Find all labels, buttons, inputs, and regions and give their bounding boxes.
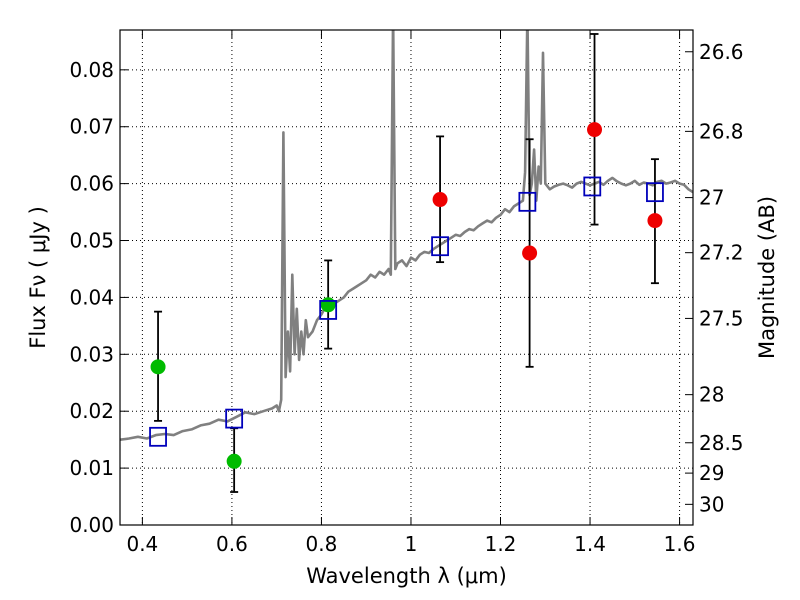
y2-tick-label: 28 — [699, 383, 724, 407]
x-tick-label: 1 — [405, 532, 418, 556]
y2-tick-label: 29 — [699, 461, 724, 485]
plot-area — [120, 30, 693, 493]
x-tick-label: 1.4 — [574, 532, 606, 556]
bandpass-square-marker — [583, 176, 602, 197]
red-data-point — [432, 192, 448, 208]
bandpass-square-marker — [225, 408, 244, 429]
y2-tick-label: 26.6 — [699, 40, 744, 64]
x-tick-label: 0.6 — [216, 532, 248, 556]
y-axis-label: Flux Fν ( μJy ) — [26, 206, 50, 349]
y2-tick-label: 28.5 — [699, 431, 744, 455]
bandpass-square-marker — [518, 191, 537, 212]
y-tick-label: 0.08 — [69, 58, 114, 82]
grid — [120, 30, 693, 526]
bandpass-square-marker — [149, 426, 167, 447]
red-data-point — [522, 245, 538, 261]
y2-tick-label: 27.2 — [699, 241, 744, 265]
plot-frame — [119, 29, 694, 526]
model-spectrum-line — [120, 30, 693, 441]
x-tick-label: 0.8 — [306, 532, 338, 556]
x-axis-label: Wavelength λ (μm) — [306, 564, 507, 588]
x-tick-label: 1.6 — [664, 532, 696, 556]
bandpass-square-marker — [431, 236, 449, 257]
y-tick-label: 0.01 — [69, 456, 114, 480]
y-tick-label: 0.04 — [69, 285, 114, 309]
y-tick-label: 0.00 — [69, 513, 114, 537]
y-tick-label: 0.05 — [69, 229, 114, 253]
y-tick-label: 0.06 — [69, 172, 114, 196]
red-data-point — [647, 213, 663, 229]
x-tick-label: 1.2 — [485, 532, 517, 556]
y2-tick-label: 27 — [699, 186, 724, 210]
green-data-point — [150, 359, 166, 375]
red-data-point — [587, 122, 603, 138]
axis-ticks: 0.4 0.6 0.8 1 1.2 1.4 1.6 0.00 0.01 0.02 0.03 0.04 0… — [69, 30, 744, 556]
y2-tick-label: 30 — [699, 492, 724, 516]
y2-tick-label: 27.5 — [699, 306, 744, 330]
bandpass-square-marker — [319, 300, 338, 320]
green-data-point — [226, 453, 242, 469]
y2-axis-label: Magnitude (AB) — [755, 196, 779, 359]
y2-tick-label: 26.8 — [699, 119, 744, 143]
bandpass-square-marker — [646, 182, 664, 203]
y-tick-label: 0.03 — [69, 342, 114, 366]
green-data-point — [320, 297, 336, 313]
y-tick-label: 0.07 — [69, 115, 114, 139]
y-tick-label: 0.02 — [69, 399, 114, 423]
x-tick-label: 0.4 — [126, 532, 158, 556]
